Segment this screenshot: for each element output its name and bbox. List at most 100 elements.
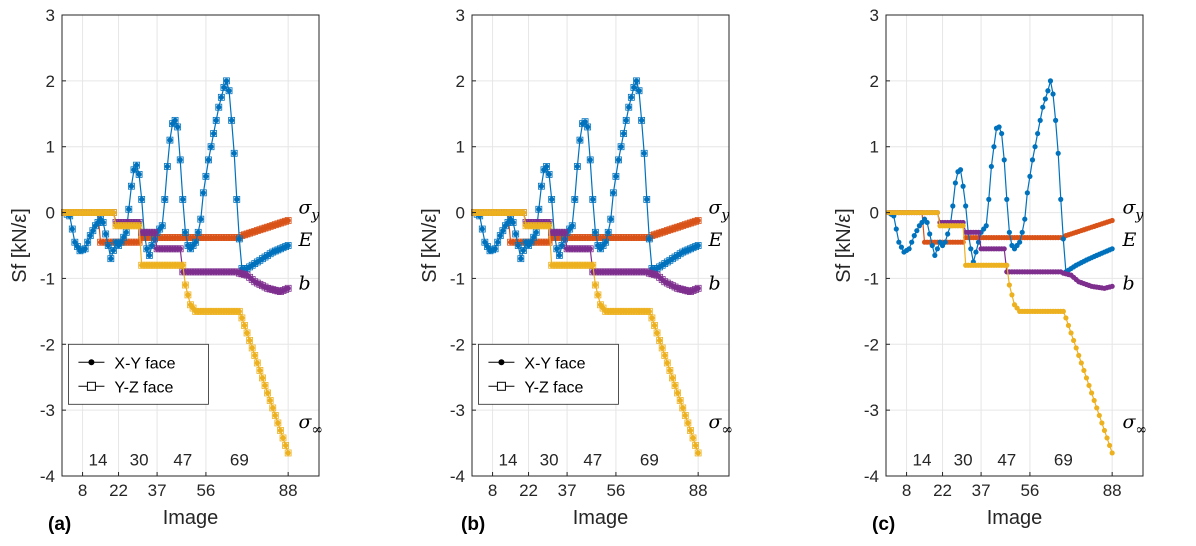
data-point	[1081, 367, 1087, 374]
image-annotation: 14	[913, 451, 932, 470]
data-point	[893, 226, 899, 232]
legend-marker-square	[496, 381, 506, 391]
y-axis-label: Sf [kN/ε]	[833, 208, 855, 282]
data-point	[128, 183, 134, 189]
data-point	[1019, 229, 1025, 235]
data-point	[104, 242, 112, 249]
data-point	[243, 329, 251, 337]
data-point	[277, 427, 284, 434]
data-point	[515, 242, 521, 249]
legend-marker-dot	[498, 359, 505, 366]
data-point	[90, 228, 96, 234]
data-point	[669, 374, 676, 382]
data-point	[622, 116, 630, 124]
data-point	[645, 235, 653, 243]
data-point	[1027, 173, 1033, 179]
data-point	[1096, 412, 1102, 419]
data-point	[662, 352, 668, 359]
data-point	[675, 390, 681, 396]
curve-label: σy	[298, 196, 320, 223]
data-point	[208, 144, 214, 150]
data-point	[679, 404, 687, 412]
data-point	[666, 367, 674, 374]
data-point	[285, 285, 291, 291]
data-point	[262, 382, 268, 389]
data-point	[133, 161, 140, 169]
data-point	[277, 427, 284, 434]
curve-label: b	[708, 273, 720, 295]
data-point	[68, 225, 76, 233]
data-point	[1055, 150, 1061, 156]
x-axis-label: Image	[573, 507, 629, 529]
data-point	[620, 130, 628, 137]
data-point	[284, 242, 292, 249]
data-point	[238, 314, 246, 322]
legend: X-Y face Y-Z face	[478, 343, 619, 405]
data-point	[144, 246, 150, 252]
data-point	[1040, 104, 1046, 110]
data-point	[259, 375, 266, 381]
data-point	[658, 344, 666, 352]
data-point	[494, 238, 502, 246]
data-point	[621, 130, 627, 137]
data-point	[279, 434, 287, 442]
data-point	[646, 308, 652, 314]
data-point	[669, 375, 676, 381]
data-point	[646, 236, 652, 242]
data-point	[663, 359, 671, 367]
data-point	[677, 397, 683, 404]
data-point	[223, 78, 230, 84]
data-point	[159, 223, 165, 229]
data-point	[960, 239, 966, 245]
data-point	[491, 245, 499, 253]
data-point	[69, 226, 75, 232]
y-tick-label: 2	[456, 72, 465, 91]
data-point	[495, 239, 501, 245]
data-point	[633, 78, 640, 84]
data-point	[577, 137, 583, 143]
data-point	[1094, 405, 1100, 411]
y-tick-label: 0	[456, 204, 465, 223]
data-point	[680, 405, 686, 411]
data-point	[945, 231, 951, 237]
data-point	[625, 103, 633, 111]
data-point	[518, 256, 524, 262]
data-point	[609, 189, 617, 197]
data-point	[545, 170, 553, 178]
data-point	[272, 412, 278, 419]
data-point	[1109, 246, 1115, 252]
data-point	[537, 182, 545, 190]
data-point	[199, 189, 207, 197]
data-point	[244, 330, 250, 336]
data-point	[1001, 246, 1007, 252]
data-point	[595, 292, 601, 298]
data-point	[228, 116, 236, 124]
data-point	[145, 251, 153, 259]
data-point	[548, 195, 556, 203]
data-point	[180, 262, 186, 268]
data-point	[591, 281, 599, 289]
data-point	[1035, 130, 1041, 137]
data-point	[950, 203, 956, 209]
data-point	[284, 217, 292, 224]
data-point	[1109, 217, 1115, 224]
data-point	[586, 245, 594, 253]
data-point	[568, 222, 576, 230]
legend-box	[478, 343, 619, 405]
data-point	[1029, 157, 1036, 163]
y-axis-label: Sf [kN/ε]	[419, 208, 441, 282]
data-point	[510, 219, 516, 226]
data-point	[574, 163, 580, 170]
data-point	[538, 183, 544, 189]
data-point	[496, 232, 504, 240]
data-point	[613, 173, 619, 179]
data-point	[210, 130, 218, 137]
data-point	[205, 157, 212, 163]
data-point	[644, 196, 650, 202]
data-point	[968, 246, 974, 252]
panel-label: (b)	[461, 514, 485, 535]
data-point	[135, 238, 143, 246]
data-point	[212, 116, 220, 124]
data-point	[500, 228, 506, 234]
data-point	[636, 88, 642, 94]
